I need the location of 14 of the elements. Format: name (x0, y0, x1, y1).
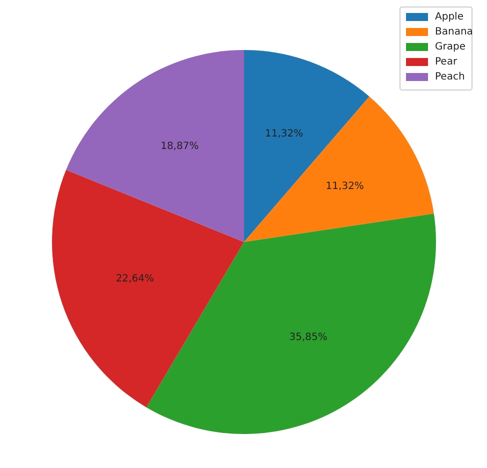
data-label: 22,64% (116, 273, 154, 284)
pie-slice (244, 96, 434, 242)
legend-label: Banana (435, 26, 473, 38)
legend-label: Peach (435, 72, 465, 82)
data-label: 11,32% (265, 128, 304, 140)
pie-slice (66, 50, 244, 242)
data-label: 18,87% (160, 140, 199, 152)
pie-slice (52, 170, 244, 408)
legend-label: Apple (435, 12, 464, 22)
legend-label: Grape (435, 42, 466, 52)
pie-slice (244, 50, 370, 242)
legend-label: Pear (435, 56, 458, 68)
data-label: 35,85% (289, 332, 328, 344)
data-label: 11,32% (326, 180, 364, 192)
